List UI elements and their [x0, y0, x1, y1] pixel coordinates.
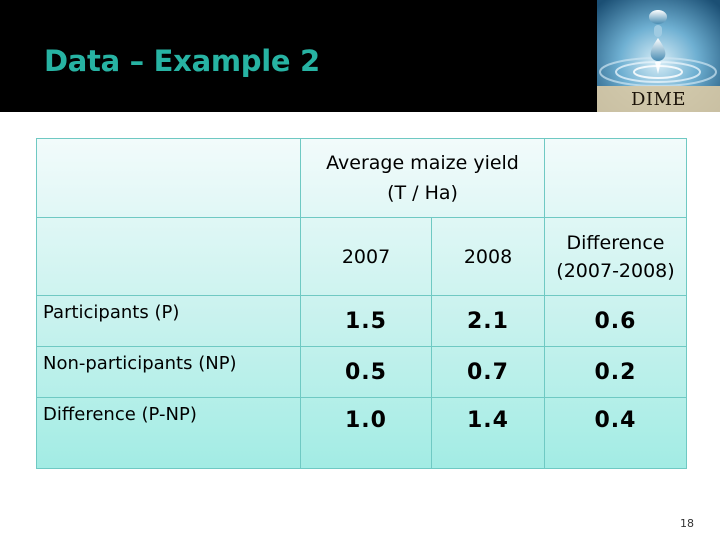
cell-2008: 0.7 [431, 346, 545, 398]
row-label: Non-participants (NP) [36, 346, 301, 398]
table-subheader-row: 2007 2008 Difference (2007-2008) [36, 217, 687, 296]
yield-group-header-line2: (T / Ha) [387, 182, 458, 204]
cell-difference: 0.6 [544, 295, 687, 347]
logo-text: DIME [630, 89, 687, 110]
table-row: Non-participants (NP) 0.5 0.7 0.2 [36, 346, 687, 398]
cell-2007: 1.5 [300, 295, 432, 347]
column-header-difference-line2: (2007-2008) [556, 259, 675, 282]
water-drop-icon [597, 0, 720, 112]
table-row: Difference (P-NP) 1.0 1.4 0.4 [36, 397, 687, 469]
cell-difference: 0.2 [544, 346, 687, 398]
cell-2007: 1.0 [300, 397, 432, 469]
cell-difference: 0.4 [544, 397, 687, 469]
column-header-difference: Difference (2007-2008) [544, 217, 687, 296]
row-label: Participants (P) [36, 295, 301, 347]
subheader-empty-cell [36, 217, 301, 296]
yield-group-header: Average maize yield (T / Ha) [300, 138, 545, 218]
dime-logo: DIME [597, 0, 720, 112]
header-empty-cell [36, 138, 301, 218]
yield-group-header-line1: Average maize yield [326, 152, 519, 174]
yield-table: Average maize yield (T / Ha) 2007 2008 D… [36, 138, 687, 469]
table-row: Participants (P) 1.5 2.1 0.6 [36, 295, 687, 347]
row-label: Difference (P-NP) [36, 397, 301, 469]
column-header-2008: 2008 [431, 217, 545, 296]
table-header-row: Average maize yield (T / Ha) [36, 138, 687, 218]
column-header-2007: 2007 [300, 217, 432, 296]
page-number: 18 [680, 517, 694, 530]
cell-2007: 0.5 [300, 346, 432, 398]
cell-2008: 2.1 [431, 295, 545, 347]
header-empty-cell [544, 138, 687, 218]
column-header-difference-line1: Difference [566, 231, 665, 254]
cell-2008: 1.4 [431, 397, 545, 469]
slide-title: Data – Example 2 [44, 44, 320, 78]
title-bar: Data – Example 2 [0, 0, 720, 112]
